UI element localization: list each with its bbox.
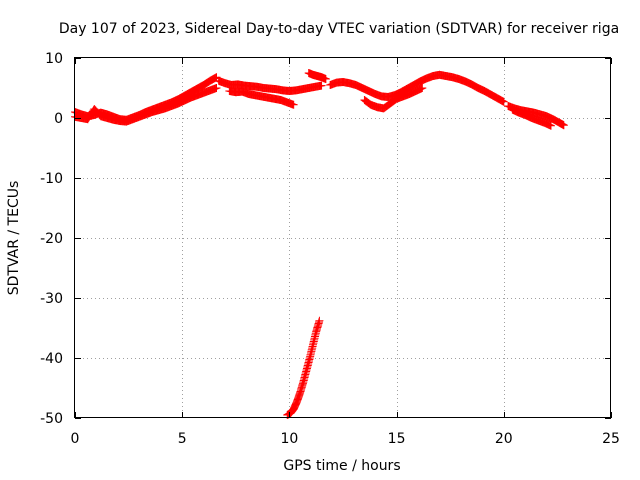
data-point (546, 121, 555, 130)
series-band-c (214, 76, 326, 95)
y-tick-label: -20 (40, 231, 63, 247)
series-descending-arc (283, 316, 324, 419)
data-marks (71, 69, 568, 419)
data-point (289, 100, 298, 109)
series-band-g (360, 84, 427, 113)
data-point (321, 75, 330, 83)
chart-title: Day 107 of 2023, Sidereal Day-to-day VTE… (59, 21, 619, 37)
data-point (418, 84, 427, 92)
plot-frame (74, 57, 611, 418)
data-point (315, 316, 324, 325)
y-tick-label: -10 (40, 171, 63, 187)
y-tick-label: -40 (40, 351, 63, 367)
x-axis-label: GPS time / hours (283, 458, 400, 474)
x-tick-label: 25 (602, 431, 620, 447)
x-tick-label: 20 (495, 431, 513, 447)
x-tick-label: 5 (178, 431, 187, 447)
data-point (212, 84, 221, 92)
x-tick-label: 15 (388, 431, 406, 447)
data-point (559, 121, 568, 130)
y-axis-label: SDTVAR / TECUs (6, 181, 22, 296)
y-tick-label: -50 (40, 411, 63, 427)
series-band-i (508, 105, 555, 130)
data-point (499, 97, 508, 106)
y-tick-label: -30 (40, 291, 63, 307)
series-band-d (225, 87, 298, 109)
x-tick-label: 0 (71, 431, 80, 447)
axis-ticks: 0 5 10 15 20 25 10 0 -10 -20 -30 -40 -50 (40, 51, 620, 447)
x-tick-label: 10 (280, 431, 298, 447)
y-tick-label: 0 (54, 111, 63, 127)
data-point (317, 81, 326, 90)
grid (75, 58, 611, 418)
y-tick-label: 10 (45, 51, 63, 67)
series-band-b (71, 84, 221, 126)
series-band-e (304, 69, 330, 83)
